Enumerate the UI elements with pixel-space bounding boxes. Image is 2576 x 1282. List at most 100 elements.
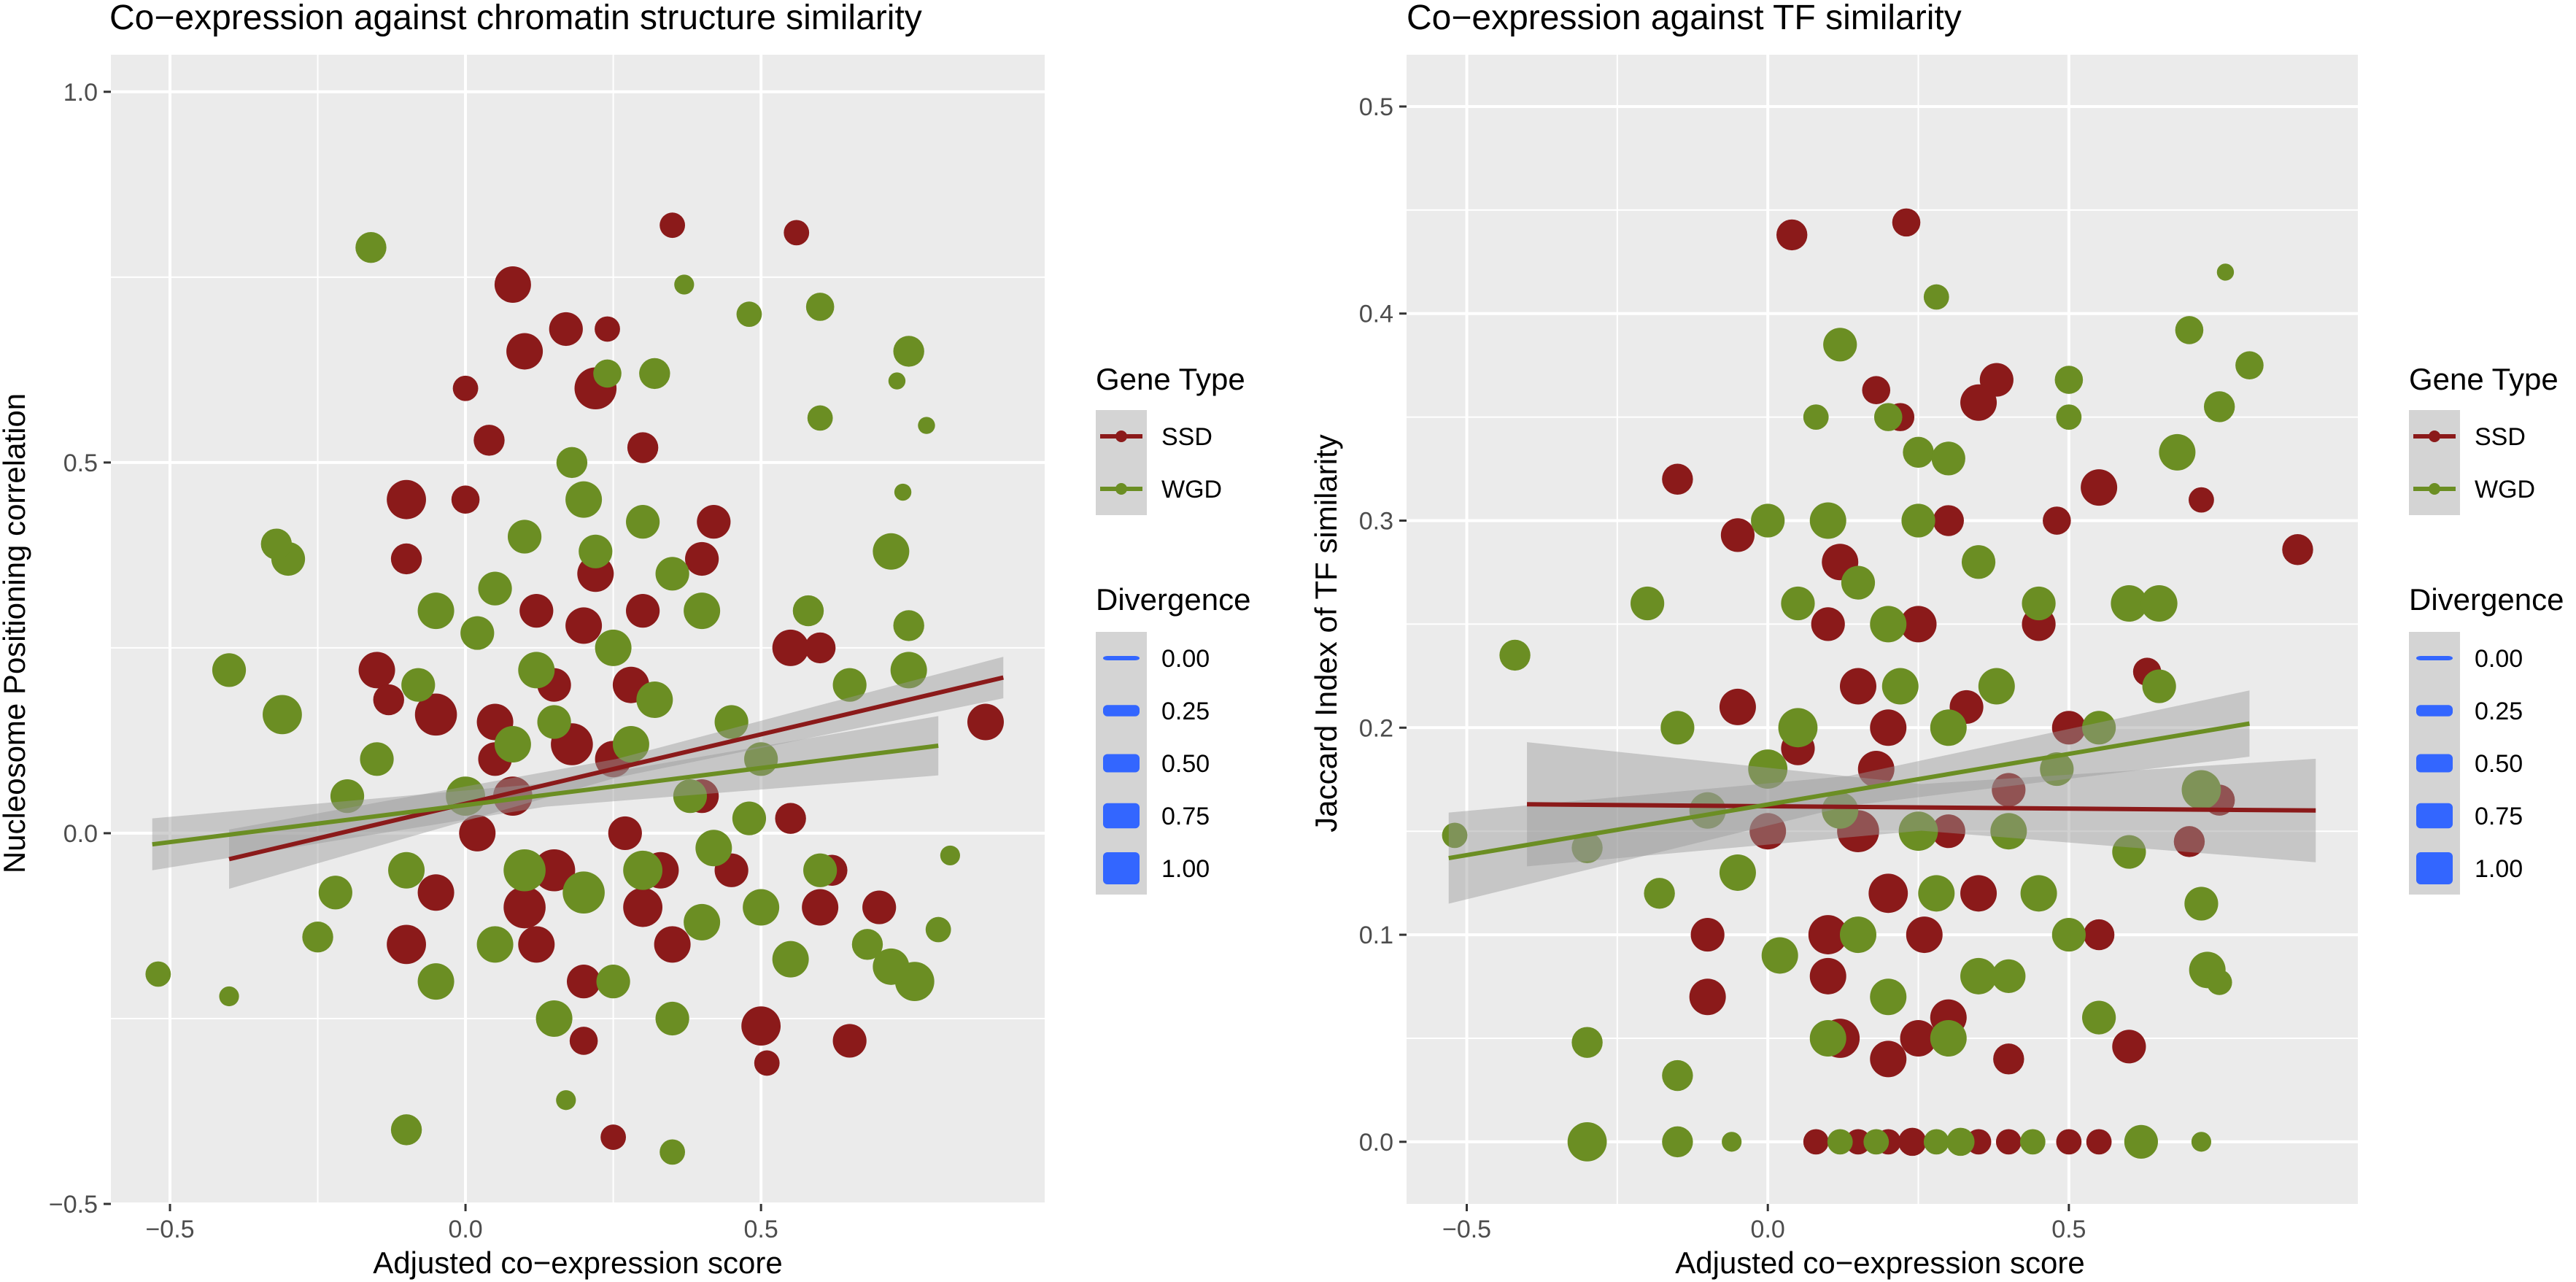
point-ssd: [2043, 506, 2071, 535]
point-ssd: [1720, 518, 1755, 552]
ribbon-wgd: [1448, 690, 2250, 904]
point-ssd: [387, 479, 426, 520]
point-ssd: [2086, 1129, 2112, 1155]
point-ssd: [600, 1124, 627, 1150]
point-wgd: [2159, 433, 2196, 471]
point-ssd: [1690, 917, 1725, 952]
point-ssd: [2282, 534, 2313, 565]
legend-tf: Gene Type SSD WGD Divergence 0.00 0.25 0.50…: [2409, 362, 2564, 895]
point-wgd: [1918, 875, 1955, 912]
point-wgd: [873, 948, 910, 985]
point-wgd: [417, 963, 455, 1000]
x-axis-title-tf: Adjusted co−expression score: [1675, 1246, 2084, 1280]
point-ssd: [373, 684, 404, 716]
point-wgd: [1870, 606, 1907, 643]
point-wgd: [655, 1001, 689, 1036]
point-wgd: [639, 358, 670, 390]
y-tick-label: 1.0: [63, 79, 98, 107]
point-ssd: [1868, 873, 1908, 914]
point-wgd: [684, 592, 721, 630]
trendlines-chromatin: [152, 657, 1004, 889]
point-ssd: [1960, 875, 1997, 912]
legend-key-divergence: 0.75: [1096, 789, 1210, 842]
legend-title-divergence: Divergence: [1096, 582, 1250, 617]
point-wgd: [893, 336, 924, 367]
point-wgd: [684, 903, 721, 941]
point-wgd: [732, 801, 767, 835]
point-wgd: [318, 876, 352, 910]
legend-key-point: [2429, 483, 2440, 495]
point-ssd: [358, 652, 395, 689]
point-wgd: [417, 592, 455, 630]
x-tick-label: 0.0: [1751, 1216, 1785, 1243]
legend-key-swatch: [1103, 656, 1140, 660]
point-wgd: [1841, 565, 1876, 600]
y-tick-label: 0.5: [1359, 93, 1393, 121]
point-wgd: [1778, 708, 1818, 748]
point-wgd: [612, 726, 649, 762]
legend-key-divergence: 1.00: [2409, 842, 2523, 895]
legend-label-divergence: 0.50: [1161, 750, 1210, 778]
point-wgd: [494, 726, 531, 762]
y-tick-label: 0.1: [1359, 922, 1393, 949]
legend-title-gene-type: Gene Type: [1096, 362, 1245, 396]
point-wgd: [1946, 1127, 1975, 1156]
point-ssd: [1862, 376, 1891, 405]
point-wgd: [2051, 917, 2086, 952]
x-axis-title-chromatin: Adjusted co−expression score: [373, 1246, 782, 1280]
legend-key-swatch: [2416, 705, 2453, 717]
point-wgd: [507, 520, 542, 554]
point-wgd: [1662, 1126, 1693, 1158]
panel-tf: Co−expression against TF similarity −0.5…: [1309, 0, 2358, 1280]
point-wgd: [2203, 391, 2235, 422]
point-ssd: [569, 1027, 598, 1055]
legend-label-ssd: SSD: [2475, 423, 2526, 451]
point-wgd: [565, 481, 603, 518]
point-wgd: [1898, 811, 1938, 852]
legend-key-divergence: 1.00: [1096, 842, 1210, 895]
x-tick-label: 0.0: [448, 1216, 482, 1243]
point-ssd: [506, 333, 544, 370]
point-wgd: [1644, 878, 1675, 909]
point-wgd: [1722, 1132, 1742, 1152]
point-wgd: [2111, 585, 2148, 622]
point-wgd: [1748, 749, 1788, 789]
point-ssd: [1662, 463, 1693, 495]
point-ssd: [2173, 826, 2205, 857]
y-tick-label: −0.5: [49, 1191, 98, 1219]
point-wgd: [623, 850, 663, 890]
point-wgd: [925, 916, 951, 943]
point-ssd: [2083, 919, 2115, 951]
y-tick-label: 0.5: [63, 449, 98, 477]
point-wgd: [792, 595, 824, 627]
point-ssd: [784, 220, 810, 246]
point-wgd: [518, 652, 555, 689]
point-wgd: [1499, 639, 1531, 671]
point-wgd: [595, 629, 632, 666]
point-wgd: [743, 889, 780, 926]
points-tf: [1442, 208, 2313, 1162]
legend-key-swatch: [1103, 754, 1140, 773]
point-wgd: [1761, 937, 1798, 974]
legend-key-wgd: WGD: [1096, 463, 1222, 515]
trendline-wgd: [152, 744, 939, 847]
legend-key-divergence: 0.50: [1096, 737, 1210, 789]
point-ssd: [1719, 688, 1756, 725]
y-axis-title-tf: Jaccard Index of TF similarity: [1309, 434, 1343, 832]
legend-label-divergence: 1.00: [2475, 855, 2523, 883]
point-wgd: [1960, 957, 1997, 995]
point-ssd: [390, 543, 422, 575]
point-wgd: [1870, 978, 1907, 1016]
point-wgd: [890, 652, 927, 689]
point-wgd: [2216, 263, 2235, 281]
point-wgd: [2181, 770, 2221, 810]
legend-key-swatch: [2416, 803, 2453, 829]
point-wgd: [807, 405, 833, 431]
point-wgd: [1822, 792, 1859, 829]
point-wgd: [1930, 709, 1967, 746]
legend-key-wgd: WGD: [2409, 463, 2535, 515]
point-ssd: [697, 505, 731, 539]
point-ssd: [627, 432, 659, 463]
point-wgd: [2191, 1132, 2212, 1152]
